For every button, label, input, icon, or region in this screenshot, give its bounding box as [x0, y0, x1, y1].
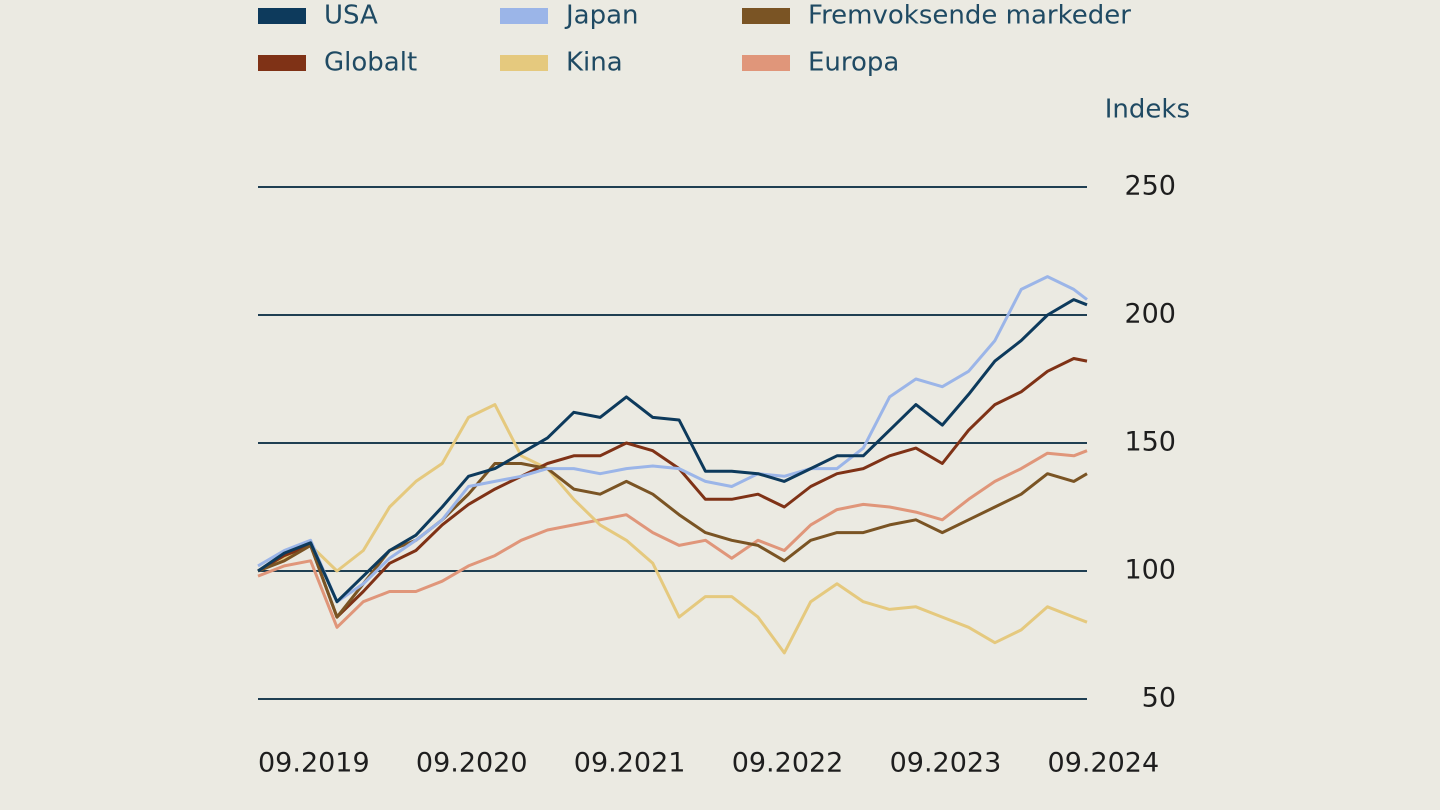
legend-swatch — [258, 8, 306, 24]
series-line — [257, 298, 1088, 604]
legend-label: Europa — [808, 48, 899, 78]
series-line — [257, 275, 1088, 604]
legend-swatch — [500, 8, 548, 24]
x-tick-label: 09.2019 — [258, 748, 370, 779]
legend-label: Globalt — [324, 48, 417, 78]
x-tick-label: 09.2024 — [1048, 748, 1160, 779]
legend-swatch — [500, 55, 548, 71]
series-line — [257, 403, 1088, 655]
series-line — [257, 357, 1088, 619]
legend-label: USA — [324, 1, 378, 31]
x-tick-label: 09.2021 — [574, 748, 686, 779]
x-tick-label: 09.2020 — [416, 748, 528, 779]
legend-label: Kina — [566, 48, 623, 78]
y-tick-label: 150 — [1124, 427, 1176, 458]
legend-swatch — [742, 55, 790, 71]
y-tick-label: 250 — [1124, 171, 1176, 202]
legend-swatch — [742, 8, 790, 24]
series-line — [257, 449, 1088, 629]
legend-label: Fremvoksende markeder — [808, 1, 1131, 31]
y-tick-label: 200 — [1124, 299, 1176, 330]
y-tick-label: 100 — [1124, 555, 1176, 586]
legend-swatch — [258, 55, 306, 71]
legend-label: Japan — [564, 1, 639, 31]
y-tick-label: 50 — [1142, 683, 1176, 714]
x-tick-label: 09.2022 — [732, 748, 844, 779]
x-tick-label: 09.2023 — [890, 748, 1002, 779]
y-axis-label: Indeks — [1105, 95, 1190, 125]
